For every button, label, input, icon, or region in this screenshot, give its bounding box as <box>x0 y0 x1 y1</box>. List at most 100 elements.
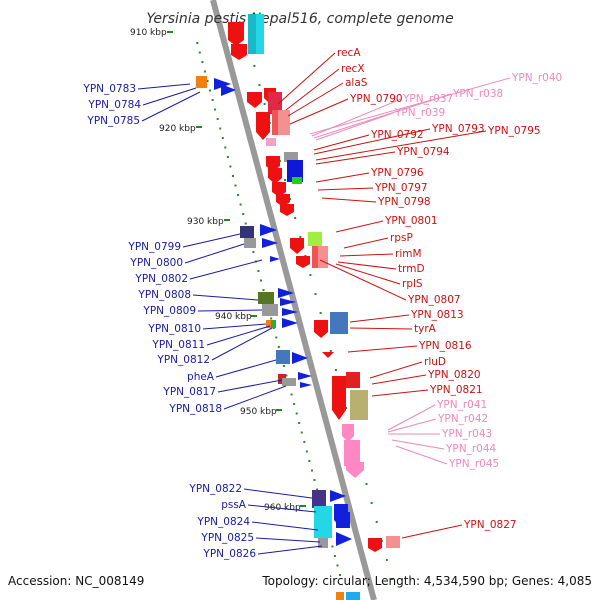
gene-arrow <box>221 84 236 96</box>
gene-arrow <box>322 352 334 358</box>
scale-dot <box>232 175 234 177</box>
gene-label: recX <box>341 63 365 75</box>
gene-block <box>336 592 344 600</box>
gene-arrow <box>296 256 310 268</box>
scale-dot <box>385 559 388 561</box>
gene-label: YPN_0808 <box>137 289 191 301</box>
gene-block <box>308 232 322 246</box>
gene-label: YPN_0809 <box>142 305 196 317</box>
scale-dot <box>316 488 319 491</box>
scale-dot <box>211 99 214 101</box>
label-leader-line <box>217 379 283 393</box>
scale-dot <box>262 289 265 291</box>
label-leader-line <box>211 327 273 361</box>
label-leader-line <box>395 445 448 465</box>
kbp-label: 950 kbp <box>240 407 277 417</box>
rna-label: YPN_r040 <box>511 72 562 84</box>
scale-dot <box>391 578 393 580</box>
gene-label: recA <box>337 47 361 59</box>
scale-dot <box>285 374 288 377</box>
gene-block <box>266 320 271 328</box>
gene-block <box>258 292 274 304</box>
gene-block <box>287 160 303 182</box>
scale-dot <box>289 198 292 200</box>
rna-arrow <box>342 424 354 442</box>
scale-dot <box>333 555 336 557</box>
label-leader-line <box>313 134 370 151</box>
scale-dot <box>375 521 378 523</box>
gene-arrow <box>290 238 304 254</box>
scale-dot <box>299 236 302 238</box>
gene-block <box>276 350 290 364</box>
scale-dot <box>293 403 296 405</box>
gene-block <box>346 372 360 388</box>
gene-label: YPN_0810 <box>147 323 201 335</box>
label-leader-line <box>141 91 201 122</box>
gene-block <box>262 304 278 316</box>
label-leader-line <box>335 220 384 233</box>
gene-block <box>350 390 368 420</box>
gene-block <box>240 226 254 238</box>
gene-label: trmD <box>398 263 425 275</box>
label-leader-line <box>313 128 431 155</box>
label-leader-line <box>343 237 389 249</box>
scale-dot <box>203 70 206 73</box>
gene-arrow <box>276 194 290 207</box>
gene-label: YPN_0785 <box>86 115 140 127</box>
label-leader-line <box>289 98 349 125</box>
gene-arrow <box>256 112 270 140</box>
label-leader-line <box>277 52 336 105</box>
label-leader-line <box>137 83 191 90</box>
scale-dot <box>319 312 322 314</box>
label-leader-line <box>371 374 427 385</box>
rna-label: YPN_r045 <box>448 458 499 470</box>
scale-dot <box>298 422 301 424</box>
label-leader-line <box>313 93 452 139</box>
kbp-label: 920 kbp <box>159 124 196 134</box>
scale-dot <box>277 346 280 348</box>
label-leader-line <box>223 385 287 410</box>
scale-dot <box>303 441 306 443</box>
gene-label: YPN_0818 <box>168 403 222 415</box>
scale-dot <box>308 460 311 462</box>
gene-label: YPN_0811 <box>151 339 205 351</box>
scale-dot <box>336 564 339 567</box>
scale-dot <box>201 61 204 63</box>
gene-label: YPN_0826 <box>202 548 256 560</box>
label-leader-line <box>315 172 370 183</box>
label-leaders <box>137 52 511 555</box>
scale-dot <box>305 450 308 453</box>
label-leader-line <box>192 294 259 301</box>
scale-dot <box>331 545 334 548</box>
rna-block <box>344 440 360 466</box>
gene-label: YPN_0794 <box>396 146 450 158</box>
scale-dot <box>209 89 211 92</box>
scale-dot <box>260 279 262 282</box>
map-title: Yersinia pestis Nepal516, complete genom… <box>146 11 453 27</box>
label-leader-line <box>215 359 277 378</box>
kbp-label: 930 kbp <box>187 217 224 227</box>
gene-label: YPN_0807 <box>407 294 461 306</box>
gene-label: alaS <box>345 77 368 89</box>
label-leader-line <box>387 418 437 433</box>
scale-dot <box>334 369 337 371</box>
label-leader-line <box>337 261 397 270</box>
label-leader-line <box>182 233 241 248</box>
label-leader-line <box>347 345 418 353</box>
kbp-label: 960 kbp <box>264 503 301 513</box>
gene-block <box>266 138 276 146</box>
rna-gene-labels: YPN_r040 YPN_r037 YPN_r038 YPN_r039 YPN_… <box>394 72 562 470</box>
gene-label: pssA <box>221 499 247 511</box>
gene-block <box>292 177 302 184</box>
scale-dot <box>224 146 227 149</box>
label-leader-line <box>319 259 407 301</box>
gene-arrow <box>330 490 346 502</box>
rna-label: YPN_r044 <box>445 443 497 455</box>
scale-dot <box>290 393 293 396</box>
label-leader-line <box>206 325 271 346</box>
gene-block <box>248 14 256 54</box>
gene-label: YPN_0824 <box>196 516 250 528</box>
gene-label: YPN_0798 <box>377 196 431 208</box>
gene-label: YPN_0812 <box>156 354 210 366</box>
scale-dot <box>214 108 217 111</box>
